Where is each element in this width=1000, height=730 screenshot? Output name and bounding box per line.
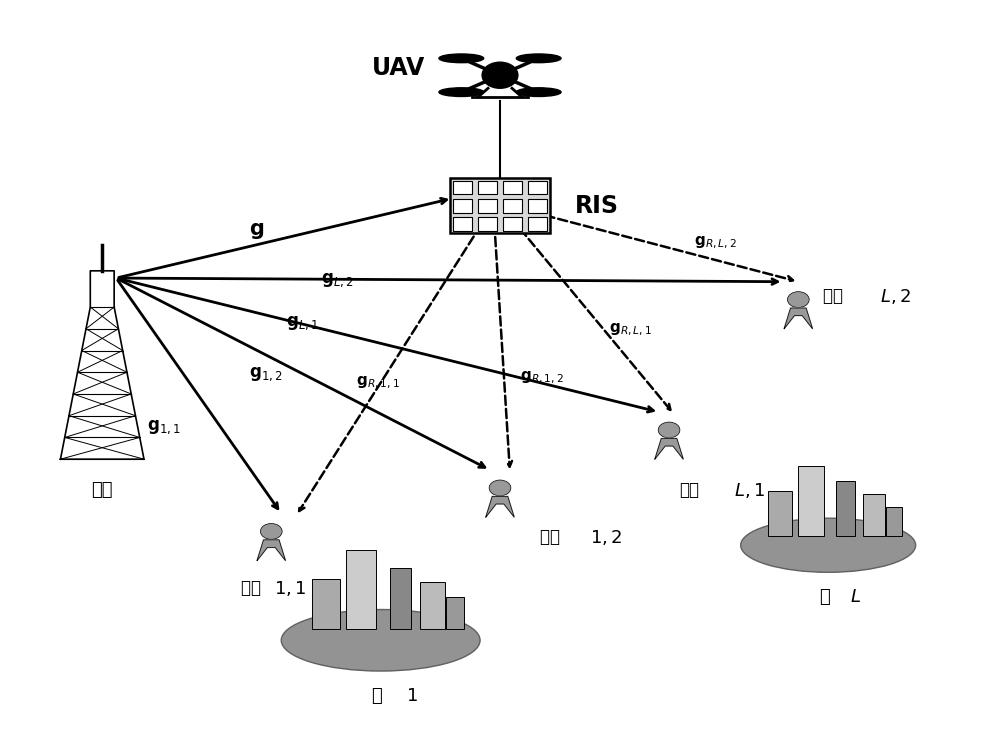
- Bar: [503, 217, 522, 231]
- Text: 基站: 基站: [91, 481, 113, 499]
- Ellipse shape: [516, 54, 561, 63]
- Text: 用户: 用户: [540, 528, 565, 546]
- Circle shape: [658, 422, 680, 438]
- Bar: [453, 199, 472, 212]
- Polygon shape: [60, 271, 144, 459]
- Text: 用户: 用户: [679, 481, 699, 499]
- Ellipse shape: [741, 518, 916, 572]
- Bar: [478, 217, 497, 231]
- Text: $\mathit{1,1}$: $\mathit{1,1}$: [274, 579, 306, 598]
- Text: RIS: RIS: [575, 193, 619, 218]
- Bar: [798, 466, 824, 536]
- Ellipse shape: [281, 610, 480, 671]
- Text: 簇: 簇: [372, 688, 389, 705]
- Bar: [446, 597, 464, 629]
- Text: $\mathit{L,2}$: $\mathit{L,2}$: [880, 287, 911, 306]
- Bar: [528, 199, 547, 212]
- Circle shape: [787, 292, 809, 307]
- Bar: [420, 583, 445, 629]
- Bar: [863, 494, 885, 536]
- Ellipse shape: [516, 88, 561, 96]
- Bar: [886, 507, 902, 536]
- Circle shape: [482, 62, 518, 88]
- Text: $\mathit{L}$: $\mathit{L}$: [850, 588, 861, 606]
- Text: 用户: 用户: [241, 579, 266, 596]
- Text: $\mathbf{g}_{R,L,1}$: $\mathbf{g}_{R,L,1}$: [609, 322, 652, 339]
- Ellipse shape: [439, 88, 484, 96]
- Text: $\mathit{L,1}$: $\mathit{L,1}$: [734, 481, 765, 500]
- Polygon shape: [655, 439, 683, 459]
- Text: $\mathbf{g}_{1,1}$: $\mathbf{g}_{1,1}$: [147, 418, 181, 436]
- Text: 簇: 簇: [820, 588, 836, 606]
- Text: $\mathbf{g}_{L,1}$: $\mathbf{g}_{L,1}$: [286, 314, 319, 332]
- Text: $\mathit{1,2}$: $\mathit{1,2}$: [590, 528, 622, 547]
- Bar: [503, 180, 522, 194]
- Polygon shape: [486, 496, 514, 517]
- Text: $\mathit{1}$: $\mathit{1}$: [406, 688, 417, 705]
- Bar: [390, 568, 411, 629]
- Bar: [478, 199, 497, 212]
- Text: $\mathbf{g}_{L,2}$: $\mathbf{g}_{L,2}$: [321, 271, 354, 288]
- Text: 用户: 用户: [823, 287, 848, 305]
- Bar: [768, 491, 792, 536]
- Text: $\mathbf{g}_{1,2}$: $\mathbf{g}_{1,2}$: [249, 365, 283, 383]
- Bar: [836, 482, 855, 536]
- Text: UAV: UAV: [372, 56, 425, 80]
- Polygon shape: [257, 540, 285, 561]
- Bar: [478, 180, 497, 194]
- Bar: [312, 579, 340, 629]
- Circle shape: [489, 480, 511, 496]
- Bar: [453, 180, 472, 194]
- Text: $\mathbf{g}_{R,1,1}$: $\mathbf{g}_{R,1,1}$: [356, 375, 400, 391]
- Bar: [450, 178, 550, 233]
- Text: $\mathbf{g}_{R,1,2}$: $\mathbf{g}_{R,1,2}$: [520, 370, 564, 386]
- Bar: [528, 217, 547, 231]
- Bar: [528, 180, 547, 194]
- Polygon shape: [784, 308, 813, 328]
- Bar: [503, 199, 522, 212]
- Text: $\mathbf{g}_{R,L,2}$: $\mathbf{g}_{R,L,2}$: [694, 235, 737, 251]
- Circle shape: [260, 523, 282, 539]
- Ellipse shape: [439, 54, 484, 63]
- Bar: [346, 550, 376, 629]
- Bar: [453, 217, 472, 231]
- Text: $\mathbf{g}$: $\mathbf{g}$: [249, 221, 264, 241]
